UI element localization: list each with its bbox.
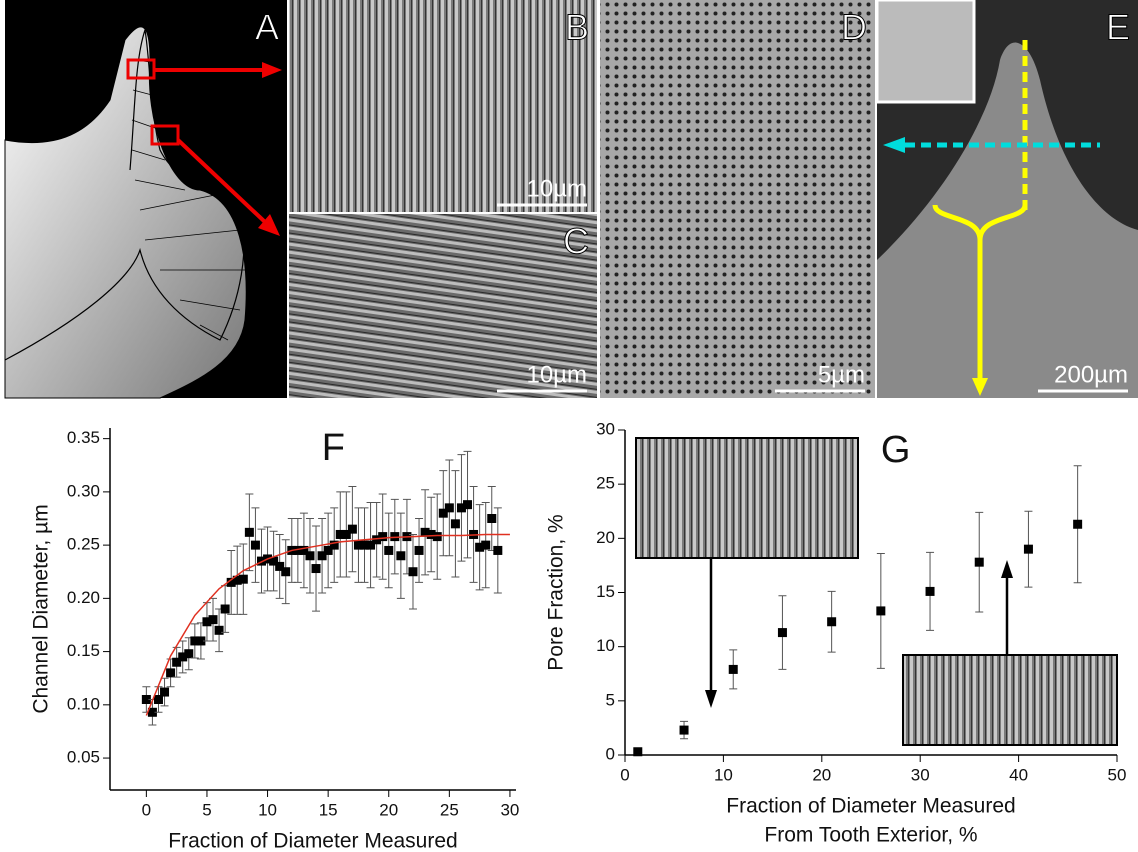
- y-axis-label: Pore Fraction, %: [545, 514, 568, 670]
- point: [396, 551, 405, 560]
- point: [281, 567, 290, 576]
- point: [239, 575, 248, 584]
- x-tick-label: 20: [379, 800, 398, 819]
- chart-label: G: [881, 429, 911, 471]
- point: [184, 649, 193, 658]
- point: [166, 668, 175, 677]
- point: [348, 525, 357, 534]
- x-tick-label: 20: [812, 765, 831, 784]
- x-tick-label: 25: [440, 800, 459, 819]
- point: [378, 532, 387, 541]
- y-tick-label: 0.35: [67, 428, 100, 447]
- point: [778, 628, 787, 637]
- scale-bar-label: 10µm: [526, 175, 587, 202]
- figure: A B 10µm C 10µm D 5µm E 200µm 0 5 10 15 20 25 30 0.05 0.1…: [0, 0, 1138, 852]
- arrow: [705, 690, 717, 708]
- y-tick-label: 20: [596, 528, 615, 547]
- x-tick-label: 15: [319, 800, 338, 819]
- y-axis-label: Channel Diameter, µm: [30, 504, 53, 713]
- point: [481, 541, 490, 550]
- inset: [903, 655, 1117, 745]
- scale-bar-label: 200µm: [1054, 361, 1128, 388]
- scale-bar-label: 5µm: [818, 361, 865, 388]
- point: [876, 606, 885, 615]
- panel-label: C: [563, 221, 589, 262]
- chart-label: F: [322, 427, 345, 469]
- x-tick-label: 30: [911, 765, 930, 784]
- x-axis-label: Fraction of Diameter Measured: [726, 795, 1015, 818]
- point: [251, 541, 260, 550]
- point: [305, 551, 314, 560]
- y-tick-label: 5: [606, 690, 615, 709]
- panel-d: [600, 0, 875, 398]
- x-tick-label: 0: [620, 765, 629, 784]
- point: [408, 567, 417, 576]
- x-tick-label: 10: [714, 765, 733, 784]
- x-tick-label: 30: [500, 800, 519, 819]
- panel-label: B: [565, 7, 589, 48]
- point: [160, 688, 169, 697]
- point: [487, 514, 496, 523]
- point: [463, 500, 472, 509]
- point: [312, 564, 321, 573]
- y-tick-label: 0.10: [67, 694, 100, 713]
- point: [215, 626, 224, 635]
- y-tick-label: 30: [596, 419, 615, 438]
- point: [633, 747, 642, 756]
- y-tick-label: 0.15: [67, 641, 100, 660]
- x-axis-label: Fraction of Diameter Measured: [168, 830, 457, 852]
- point: [451, 519, 460, 528]
- panel-label: E: [1106, 7, 1130, 48]
- x-tick-label: 5: [202, 800, 211, 819]
- point: [680, 726, 689, 735]
- x-tick-label: 50: [1108, 765, 1127, 784]
- y-tick-label: 10: [596, 636, 615, 655]
- point: [827, 617, 836, 626]
- y-tick-label: 0.30: [67, 481, 100, 500]
- y-tick-label: 0.25: [67, 535, 100, 554]
- arrow: [1001, 560, 1013, 578]
- point: [433, 532, 442, 541]
- point: [1073, 520, 1082, 529]
- y-tick-label: 0: [606, 744, 615, 763]
- panel-label: D: [841, 7, 867, 48]
- point: [221, 605, 230, 614]
- y-tick-label: 15: [596, 582, 615, 601]
- point: [415, 546, 424, 555]
- point: [445, 503, 454, 512]
- point: [729, 665, 738, 674]
- inset: [636, 438, 858, 558]
- point: [493, 546, 502, 555]
- point: [975, 558, 984, 567]
- panel-e: [877, 0, 1138, 398]
- point: [926, 587, 935, 596]
- point: [209, 615, 218, 624]
- x-tick-label: 40: [1009, 765, 1028, 784]
- scale-bar-label: 10µm: [526, 361, 587, 388]
- panel-a: [5, 0, 287, 398]
- point: [1024, 545, 1033, 554]
- x-tick-label: 10: [258, 800, 277, 819]
- y-tick-label: 25: [596, 474, 615, 493]
- y-tick-label: 0.20: [67, 588, 100, 607]
- x-tick-label: 0: [142, 800, 151, 819]
- point: [245, 528, 254, 537]
- point: [384, 546, 393, 555]
- panel-label: A: [255, 7, 279, 48]
- y-tick-label: 0.05: [67, 748, 100, 767]
- x-axis-label: From Tooth Exterior, %: [764, 824, 977, 847]
